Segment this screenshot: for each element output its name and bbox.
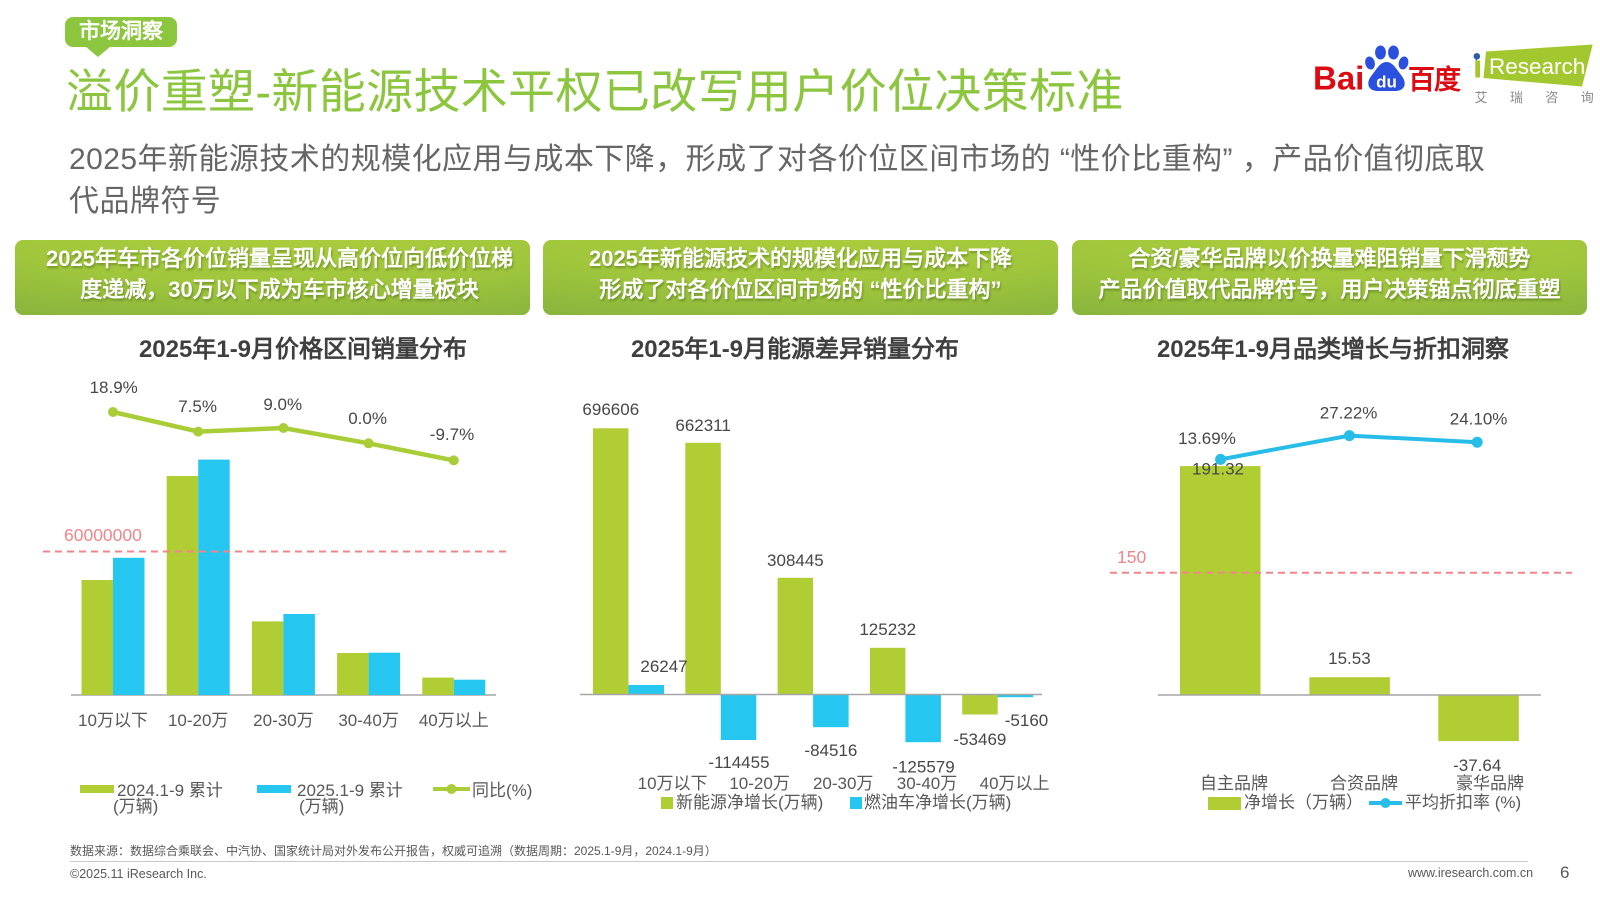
svg-text:308445: 308445 (767, 551, 824, 570)
svg-text:(万辆): (万辆) (113, 797, 158, 816)
svg-text:27.22%: 27.22% (1320, 404, 1378, 423)
svg-text:0.0%: 0.0% (348, 409, 387, 428)
svg-text:10万以下: 10万以下 (638, 774, 708, 793)
svg-text:2025年1-9月品类增长与折扣洞察: 2025年1-9月品类增长与折扣洞察 (1157, 335, 1510, 363)
svg-text:20-30万: 20-30万 (813, 774, 873, 793)
svg-text:9.0%: 9.0% (263, 395, 302, 414)
svg-text:自主品牌: 自主品牌 (1200, 774, 1268, 793)
svg-text:豪华品牌: 豪华品牌 (1456, 773, 1524, 793)
svg-text:-125579: -125579 (892, 758, 954, 777)
svg-text:-9.7%: -9.7% (430, 425, 474, 444)
svg-text:平均折扣率 (%): 平均折扣率 (%) (1405, 793, 1521, 812)
svg-text:Bai: Bai (1313, 60, 1364, 97)
svg-text:696606: 696606 (582, 400, 639, 419)
svg-text:150: 150 (1117, 547, 1146, 567)
svg-text:燃油车净增长(万辆): 燃油车净增长(万辆) (864, 793, 1011, 812)
svg-text:2025年1-9月价格区间销量分布: 2025年1-9月价格区间销量分布 (139, 335, 467, 363)
svg-text:40万以上: 40万以上 (419, 711, 489, 730)
svg-text:662311: 662311 (675, 416, 730, 435)
svg-text:2025.1-9 累计: 2025.1-9 累计 (297, 781, 403, 800)
svg-text:艾瑞咨询: 艾瑞咨询 (1475, 90, 1600, 105)
svg-text:7.5%: 7.5% (178, 397, 217, 416)
svg-text:30-40万: 30-40万 (897, 774, 957, 793)
svg-text:20-30万: 20-30万 (253, 711, 313, 730)
svg-text:-84516: -84516 (804, 741, 857, 760)
svg-text:13.69%: 13.69% (1178, 429, 1236, 448)
svg-text:du: du (1376, 73, 1397, 92)
svg-text:2025年1-9月能源差异销量分布: 2025年1-9月能源差异销量分布 (631, 335, 959, 363)
svg-text:(万辆): (万辆) (299, 797, 344, 816)
svg-text:10-20万: 10-20万 (168, 711, 228, 730)
svg-text:-5160: -5160 (1005, 711, 1048, 730)
svg-text:60000000: 60000000 (64, 525, 142, 545)
svg-text:新能源净增长(万辆): 新能源净增长(万辆) (676, 793, 823, 812)
svg-text:百度: 百度 (1408, 64, 1461, 95)
svg-text:Research: Research (1489, 54, 1585, 79)
svg-text:合资品牌: 合资品牌 (1330, 774, 1398, 793)
svg-text:30-40万: 30-40万 (338, 711, 398, 730)
svg-text:-37.64: -37.64 (1453, 756, 1501, 775)
svg-text:191.32: 191.32 (1192, 460, 1244, 479)
svg-text:2024.1-9 累计: 2024.1-9 累计 (117, 781, 223, 800)
svg-text:10万以下: 10万以下 (78, 711, 148, 730)
svg-text:-53469: -53469 (953, 730, 1006, 749)
svg-text:24.10%: 24.10% (1450, 410, 1508, 429)
svg-text:10-20万: 10-20万 (729, 774, 789, 793)
svg-text:同比(%): 同比(%) (472, 781, 532, 800)
svg-text:26247: 26247 (640, 657, 687, 676)
svg-text:净增长（万辆）: 净增长（万辆） (1244, 793, 1363, 812)
svg-text:125232: 125232 (859, 620, 916, 639)
svg-text:40万以上: 40万以上 (980, 774, 1050, 793)
svg-text:-114455: -114455 (708, 753, 769, 772)
svg-text:15.53: 15.53 (1328, 649, 1371, 668)
svg-text:18.9%: 18.9% (90, 378, 138, 397)
